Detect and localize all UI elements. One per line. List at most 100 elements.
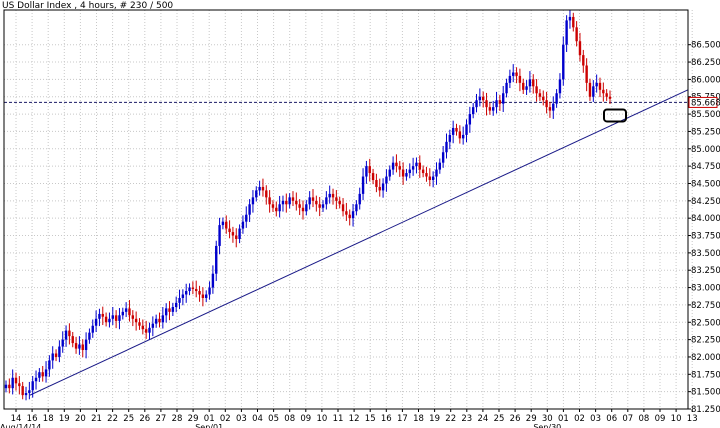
y-tick-label: 84.7500: [691, 162, 720, 172]
candle-body: [542, 96, 545, 101]
candle-body: [358, 193, 361, 205]
x-tick-label: 01: [204, 414, 215, 424]
candle-body: [388, 169, 391, 177]
candle-body: [18, 383, 21, 387]
y-tick-label: 82.5000: [691, 318, 720, 328]
candle-body: [24, 393, 28, 396]
x-tick-label: 03: [590, 414, 601, 424]
x-tick-label: 03: [236, 414, 247, 424]
candle-body: [381, 183, 385, 191]
candle-body: [345, 211, 348, 215]
candle-body: [108, 318, 111, 323]
x-tick-label: 22: [445, 414, 456, 424]
x-tick-label: 08: [638, 414, 649, 424]
candle-body: [578, 41, 582, 56]
candle-body: [281, 200, 285, 205]
candle-body: [395, 162, 398, 167]
candle-body: [201, 294, 205, 298]
x-tick-label: 15: [365, 414, 376, 424]
candle-body: [138, 322, 141, 326]
candle-body: [81, 344, 84, 351]
candle-body: [568, 16, 572, 21]
candle-body: [508, 75, 512, 83]
candle-body: [41, 372, 44, 377]
candle-body: [178, 297, 181, 303]
x-major-label: Sep/30: [533, 423, 561, 428]
y-tick-label: 82.2500: [691, 336, 720, 346]
candle-body: [68, 330, 71, 337]
candle-body: [438, 162, 442, 170]
candle-body: [64, 330, 68, 340]
candle-body: [168, 308, 171, 312]
candle-body: [158, 318, 161, 323]
candle-body: [441, 152, 445, 163]
candle-body: [111, 315, 114, 319]
candle-body: [44, 369, 48, 377]
candle-body: [215, 245, 218, 274]
x-tick-label: 25: [123, 414, 134, 424]
candle-body: [335, 197, 338, 201]
candle-body: [492, 107, 495, 111]
candle-body: [94, 318, 98, 326]
candle-body: [271, 204, 275, 208]
candle-body: [104, 316, 108, 323]
candle-body: [582, 55, 585, 66]
candle-body: [512, 72, 515, 76]
y-tick-label: 85.2500: [691, 127, 720, 137]
candle-body: [585, 65, 588, 83]
y-tick-label: 83.0000: [691, 284, 720, 294]
x-tick-label: 21: [91, 414, 102, 424]
candle-body: [375, 180, 378, 187]
candle-body: [371, 173, 375, 181]
candle-body: [562, 44, 565, 80]
y-tick-label: 81.5000: [691, 388, 720, 398]
candle-body: [51, 353, 54, 361]
candle-body: [58, 346, 61, 357]
candle-body: [288, 197, 291, 205]
candle-body: [448, 134, 452, 142]
candle-body: [485, 100, 488, 108]
candle-body: [241, 221, 245, 229]
candle-body: [208, 287, 211, 295]
candle-body: [315, 200, 318, 205]
candle-body: [298, 204, 301, 208]
x-tick-label: 14: [11, 414, 22, 424]
candle-body: [488, 107, 492, 111]
candle-body: [148, 327, 151, 333]
y-tick-label: 84.2500: [691, 197, 720, 207]
x-tick-label: 05: [268, 414, 279, 424]
x-tick-label: 30: [542, 414, 553, 424]
candle-body: [285, 200, 288, 205]
candle-body: [61, 339, 64, 347]
candle-body: [605, 93, 608, 97]
y-tick-label: 81.2500: [691, 405, 720, 415]
candle-body: [518, 75, 522, 83]
candle-body: [465, 124, 468, 135]
candle-body: [552, 103, 555, 111]
candle-body: [228, 228, 231, 233]
candle-body: [455, 127, 458, 132]
x-tick-label: 22: [107, 414, 118, 424]
x-tick-label: 10: [316, 414, 327, 424]
candle-body: [415, 162, 418, 167]
y-tick-label: 86.2500: [691, 58, 720, 68]
candle-body: [355, 204, 358, 212]
candle-body: [525, 86, 528, 90]
candle-body: [275, 207, 278, 212]
candle-body: [238, 228, 241, 239]
candle-body: [251, 197, 255, 205]
candle-body: [478, 96, 482, 101]
candle-body: [401, 169, 405, 177]
current-price-label: 85.6680: [691, 98, 720, 108]
candle-body: [291, 197, 295, 201]
x-tick-label: 26: [139, 414, 150, 424]
grid: [4, 10, 693, 410]
candle-body: [191, 287, 195, 289]
candle-body: [398, 166, 401, 170]
candle-body: [318, 204, 321, 208]
current-price-box: [688, 96, 718, 108]
y-tick-label: 86.0000: [691, 75, 720, 85]
x-tick-label: 08: [284, 414, 295, 424]
candle-body: [48, 360, 51, 370]
